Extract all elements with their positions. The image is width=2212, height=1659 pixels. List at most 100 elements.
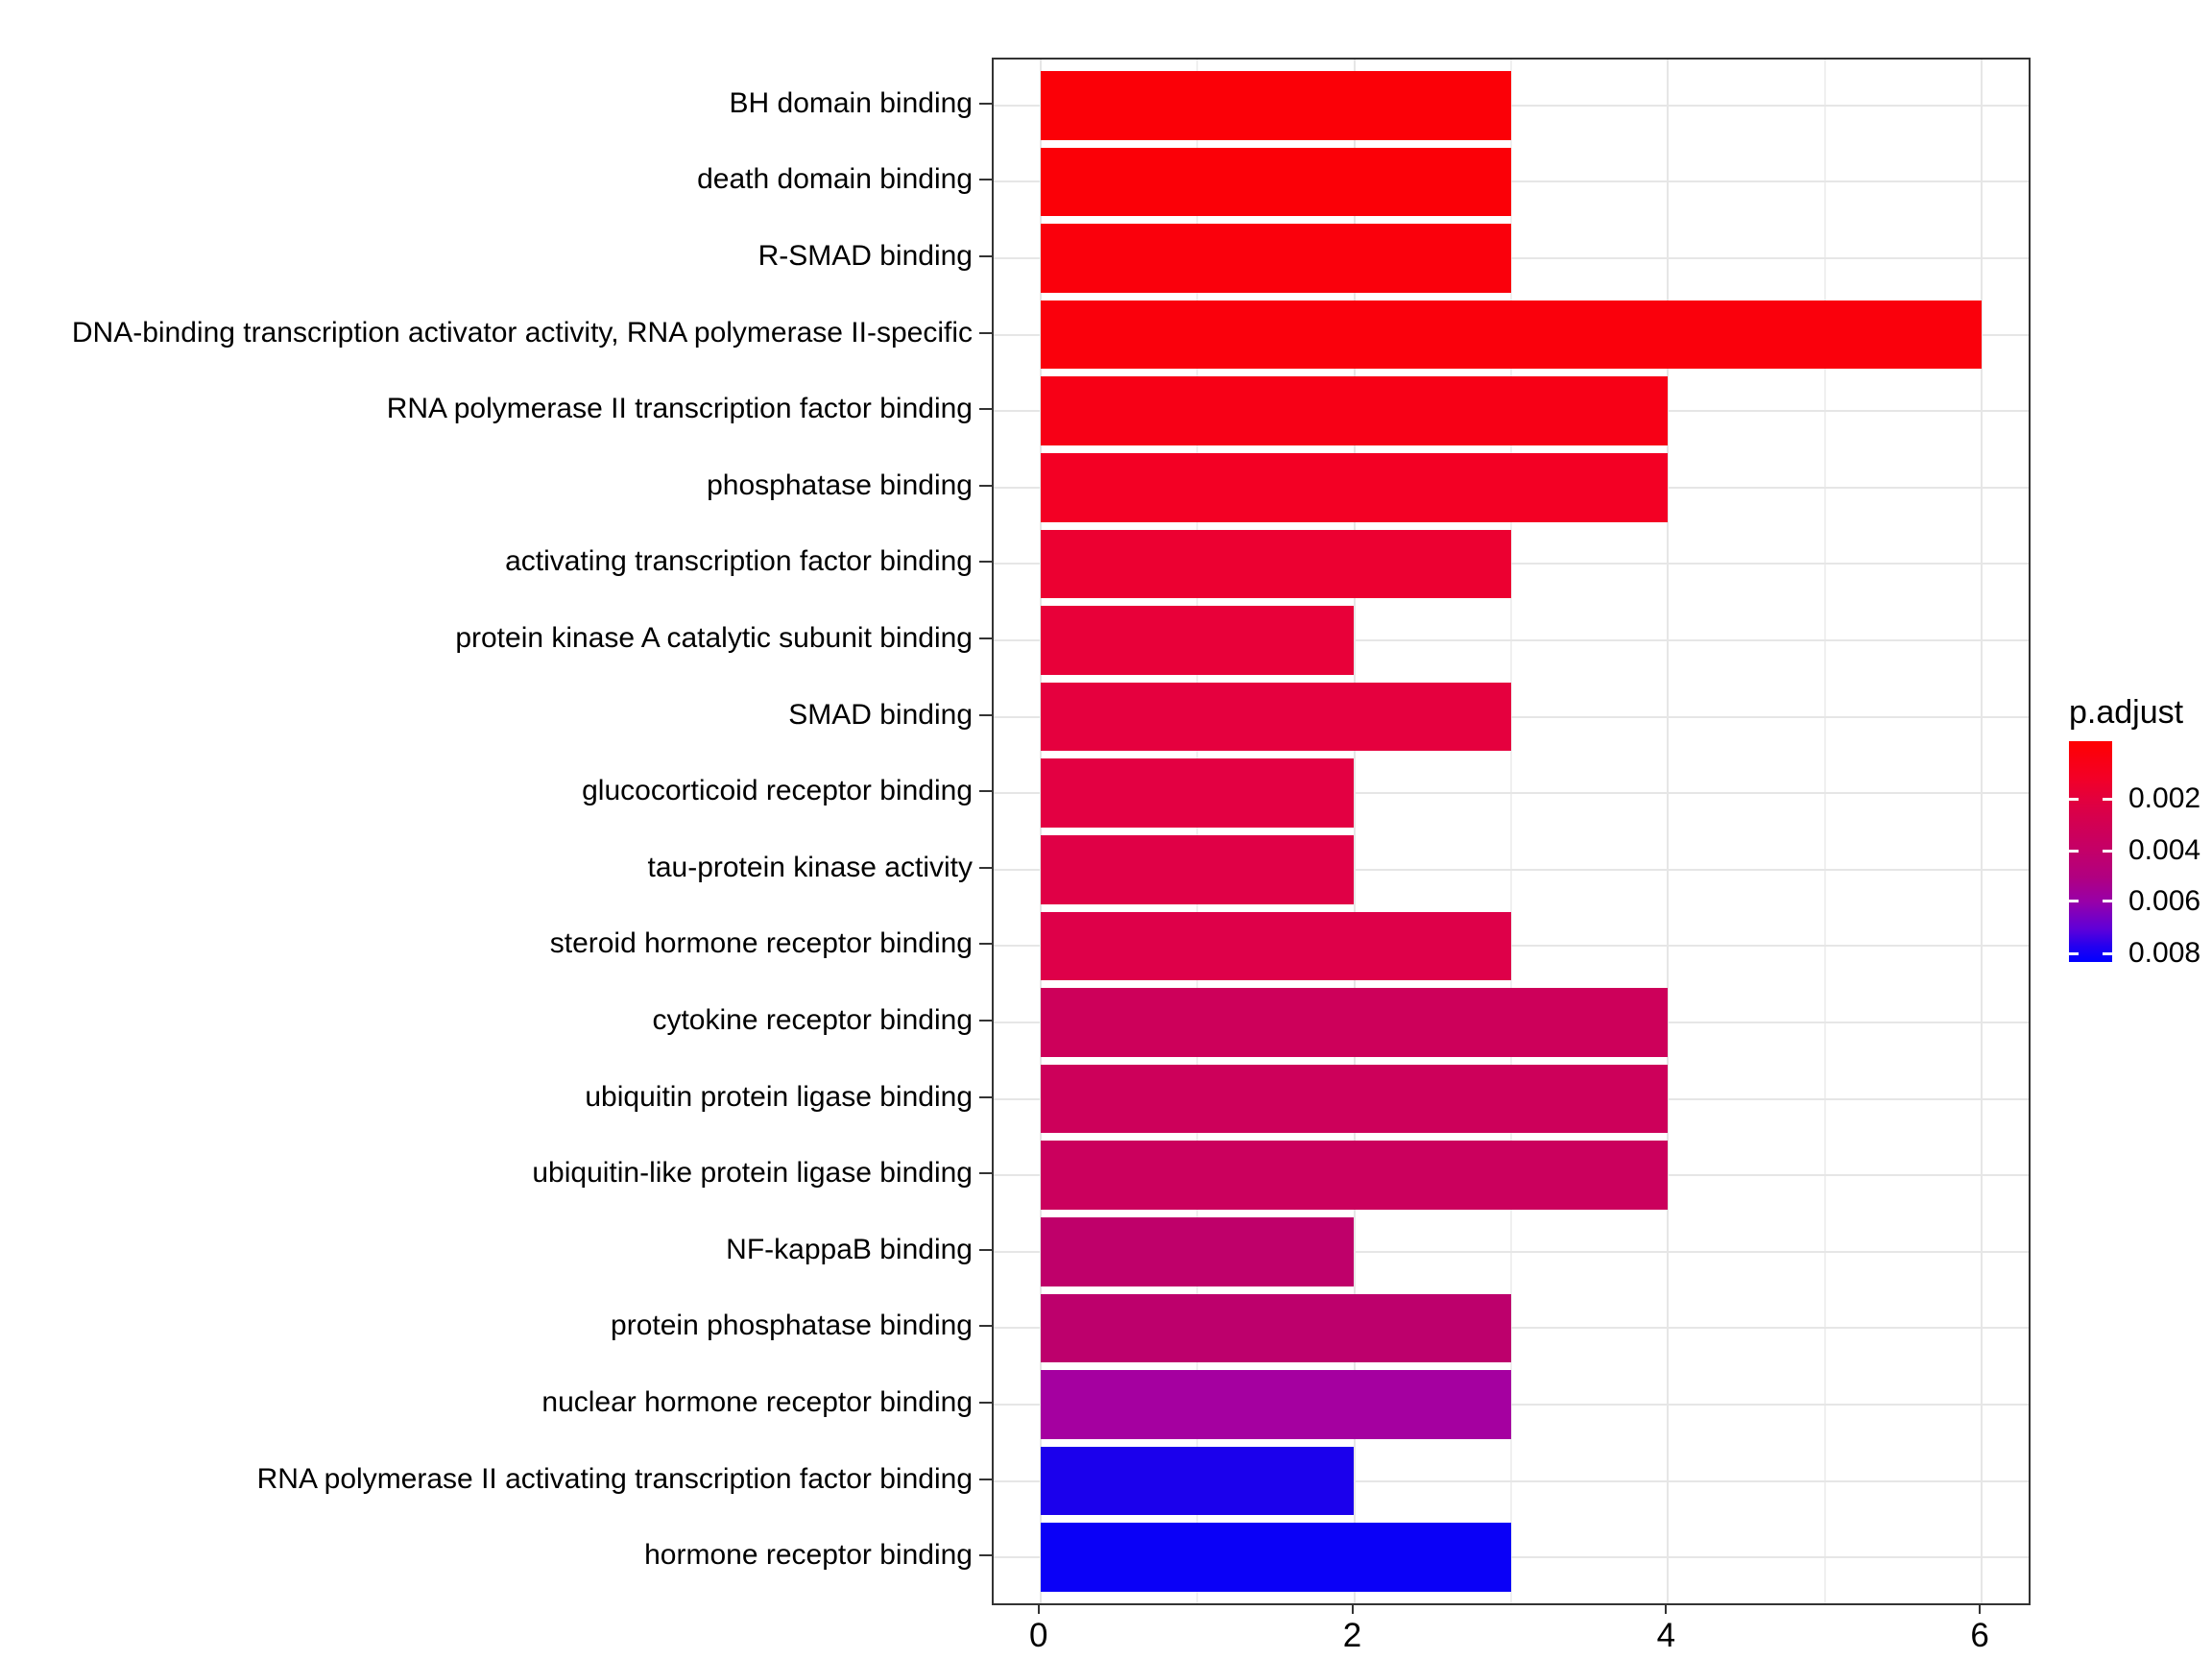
legend-tick-mark bbox=[2069, 797, 2079, 801]
y-axis-tick bbox=[979, 943, 992, 946]
y-axis-tick bbox=[979, 331, 992, 334]
bar bbox=[1040, 529, 1511, 599]
y-axis-tick bbox=[979, 484, 992, 487]
legend-tick-mark bbox=[2069, 951, 2079, 955]
gridline-vertical-major bbox=[1981, 60, 1984, 1603]
gridline-horizontal-major bbox=[994, 945, 2029, 948]
bar bbox=[1040, 1064, 1669, 1134]
bar bbox=[1040, 376, 1669, 445]
bar bbox=[1040, 1523, 1511, 1593]
bar bbox=[1040, 1370, 1511, 1439]
y-axis-label: RNA polymerase II transcription factor b… bbox=[386, 393, 973, 425]
gridline-horizontal-major bbox=[994, 868, 2029, 871]
y-axis-label: tau-protein kinase activity bbox=[647, 851, 974, 883]
y-axis-label: DNA-binding transcription activator acti… bbox=[71, 316, 973, 349]
x-axis-tick-label: 6 bbox=[1970, 1617, 1989, 1654]
bar bbox=[1040, 606, 1355, 675]
gridline-vertical-minor bbox=[1823, 60, 1826, 1603]
y-axis-tick bbox=[979, 866, 992, 869]
plot-panel bbox=[992, 58, 2031, 1605]
gridline-horizontal-major bbox=[994, 638, 2029, 641]
y-axis-tick bbox=[979, 1172, 992, 1175]
y-axis-tick bbox=[979, 254, 992, 257]
y-axis-label: cytokine receptor binding bbox=[652, 1004, 973, 1036]
x-axis-tick bbox=[1665, 1603, 1668, 1614]
gridline-horizontal-major bbox=[994, 1556, 2029, 1559]
gridline-horizontal-major bbox=[994, 715, 2029, 718]
legend-tick-label: 0.008 bbox=[2128, 937, 2201, 970]
y-axis-tick bbox=[979, 1554, 992, 1557]
x-axis-tick bbox=[1351, 1603, 1354, 1614]
legend-tick-label: 0.004 bbox=[2128, 834, 2201, 867]
gridline-vertical-major bbox=[1039, 60, 1042, 1603]
y-axis-tick bbox=[979, 637, 992, 639]
y-axis-tick bbox=[979, 1248, 992, 1251]
y-axis-tick bbox=[979, 1020, 992, 1022]
y-axis-tick bbox=[979, 179, 992, 181]
bar bbox=[1040, 682, 1511, 752]
y-axis-label: phosphatase binding bbox=[707, 469, 973, 501]
y-axis-label: glucocorticoid receptor binding bbox=[582, 775, 973, 807]
y-axis-label: ubiquitin protein ligase binding bbox=[585, 1080, 973, 1113]
gridline-vertical-major bbox=[1667, 60, 1670, 1603]
legend-tick-label: 0.002 bbox=[2128, 782, 2201, 815]
y-axis-label: hormone receptor binding bbox=[644, 1539, 973, 1572]
gridline-horizontal-major bbox=[994, 104, 2029, 107]
bar bbox=[1040, 1217, 1355, 1286]
y-axis-tick bbox=[979, 1478, 992, 1480]
gridline-vertical-minor bbox=[1509, 60, 1512, 1603]
y-axis-tick bbox=[979, 408, 992, 411]
gridline-horizontal-major bbox=[994, 256, 2029, 259]
bar bbox=[1040, 1293, 1511, 1363]
y-axis-tick bbox=[979, 1402, 992, 1405]
legend-tick-mark bbox=[2103, 951, 2112, 955]
y-axis-tick bbox=[979, 713, 992, 716]
y-axis-label: nuclear hormone receptor binding bbox=[541, 1386, 973, 1419]
y-axis-label: SMAD binding bbox=[788, 698, 973, 731]
legend-tick-mark bbox=[2103, 849, 2112, 853]
y-axis-label: protein kinase A catalytic subunit bindi… bbox=[455, 621, 973, 654]
legend-tick-label: 0.006 bbox=[2128, 884, 2201, 917]
bar bbox=[1040, 224, 1511, 293]
bar bbox=[1040, 988, 1669, 1057]
x-axis-tick bbox=[1979, 1603, 1982, 1614]
bar bbox=[1040, 452, 1669, 522]
legend-tick-mark bbox=[2069, 900, 2079, 903]
y-axis-label: steroid hormone receptor binding bbox=[549, 927, 973, 960]
y-axis-label: activating transcription factor binding bbox=[505, 545, 973, 578]
y-axis-label: BH domain binding bbox=[729, 86, 974, 119]
gridline-vertical-minor bbox=[1196, 60, 1199, 1603]
bar bbox=[1040, 758, 1355, 829]
x-axis-tick-label: 0 bbox=[1028, 1617, 1048, 1654]
x-axis-tick-label: 4 bbox=[1656, 1617, 1676, 1654]
bar bbox=[1040, 147, 1511, 217]
bar bbox=[1040, 70, 1511, 140]
bar bbox=[1040, 911, 1511, 981]
legend-title: p.adjust bbox=[2069, 694, 2184, 731]
y-axis-label: ubiquitin-like protein ligase binding bbox=[532, 1157, 973, 1190]
y-axis-tick bbox=[979, 561, 992, 564]
gridline-horizontal-major bbox=[994, 1404, 2029, 1407]
y-axis-label: R-SMAD binding bbox=[757, 239, 973, 272]
gridline-vertical-major bbox=[1353, 60, 1356, 1603]
y-axis-tick bbox=[979, 790, 992, 793]
legend-tick-mark bbox=[2103, 900, 2112, 903]
y-axis-label: protein phosphatase binding bbox=[611, 1310, 973, 1342]
bar bbox=[1040, 1141, 1669, 1211]
gridline-horizontal-major bbox=[994, 180, 2029, 183]
gridline-horizontal-major bbox=[994, 1327, 2029, 1330]
y-axis-tick bbox=[979, 1325, 992, 1328]
bar bbox=[1040, 834, 1355, 904]
x-axis-tick-label: 2 bbox=[1342, 1617, 1362, 1654]
gridline-horizontal-major bbox=[994, 1250, 2029, 1253]
y-axis-tick bbox=[979, 102, 992, 105]
legend-tick-mark bbox=[2103, 797, 2112, 801]
y-axis-tick bbox=[979, 1095, 992, 1098]
legend-tick-mark bbox=[2069, 849, 2079, 853]
bar bbox=[1040, 1446, 1355, 1516]
bar bbox=[1040, 300, 1983, 370]
y-axis-label: RNA polymerase II activating transcripti… bbox=[256, 1462, 973, 1495]
gridline-horizontal-major bbox=[994, 563, 2029, 565]
y-axis-label: death domain binding bbox=[697, 163, 973, 196]
